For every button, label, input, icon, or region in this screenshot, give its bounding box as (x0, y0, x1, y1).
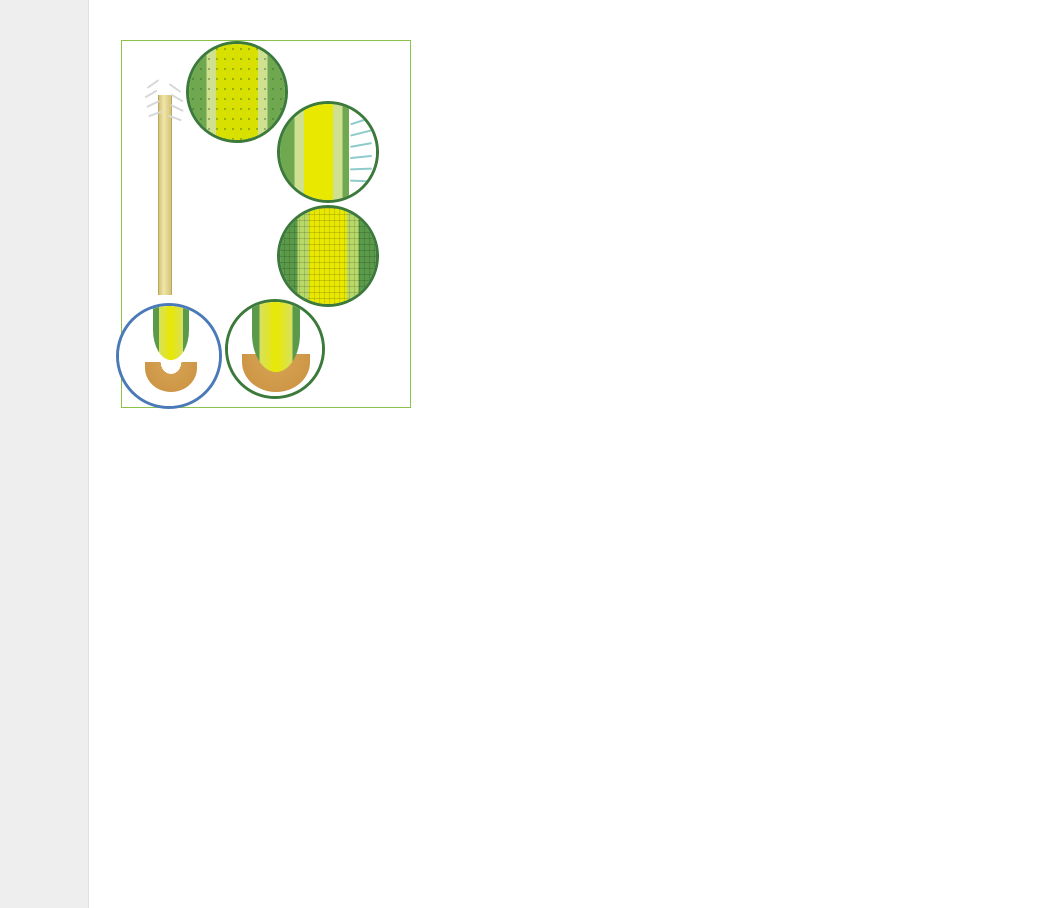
zoom-callout-2 (225, 299, 325, 399)
content-panel (88, 0, 1039, 908)
zoom-callout-3 (277, 205, 379, 307)
lateral-roots (146, 81, 186, 129)
zoom-callout-1 (116, 303, 222, 409)
left-gutter (0, 0, 88, 908)
zoom-callout-5 (186, 41, 288, 143)
root-zones-figure (121, 40, 411, 408)
page-wrapper (0, 0, 1039, 908)
zoom-callout-4 (277, 101, 379, 203)
